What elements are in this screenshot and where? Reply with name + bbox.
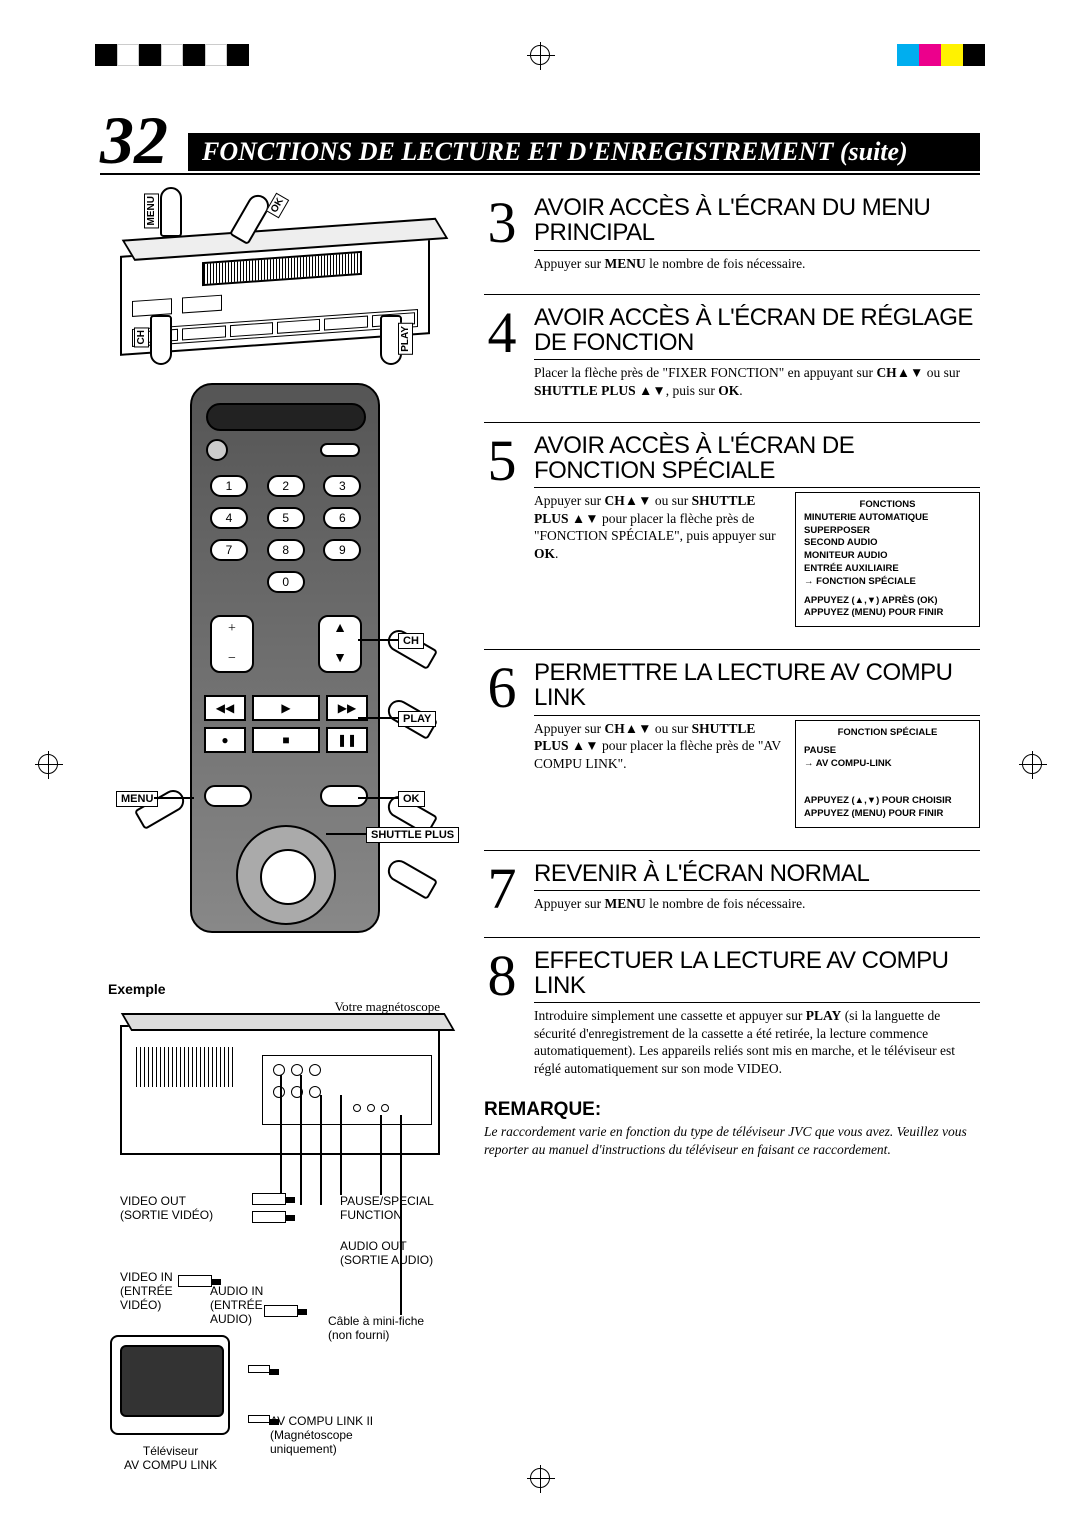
rear-connections-diagram: VIDEO OUT (SORTIE VIDÉO) PAUSE/SPECIAL F… xyxy=(100,1015,460,1495)
step-title: AVOIR ACCÈS À L'ÉCRAN DE FONCTION SPÉCIA… xyxy=(534,433,980,488)
remote-diagram: 1 2 3 4 5 6 7 8 9 0 + − ▲ ▼ xyxy=(100,383,460,963)
remote-label-menu: MENU xyxy=(116,791,158,807)
remote-key-8: 8 xyxy=(267,539,305,561)
label-menu: MENU xyxy=(144,193,159,228)
label-video-in: VIDEO IN (ENTRÉE VIDÉO) xyxy=(120,1271,173,1312)
remarque-title: REMARQUE: xyxy=(484,1099,980,1121)
remote-key-6: 6 xyxy=(323,507,361,529)
step-number: 3 xyxy=(484,195,520,272)
step-text: Placer la flèche près de "FIXER FONCTION… xyxy=(534,364,980,399)
osd-footer: APPUYEZ (▲,▼) POUR CHOISIR xyxy=(804,795,971,808)
label-play: PLAY xyxy=(398,323,413,355)
step-title: PERMETTRE LA LECTURE AV COMPU LINK xyxy=(534,660,980,715)
remote-key-2: 2 xyxy=(267,475,305,497)
page-content: 32 FONCTIONS DE LECTURE ET D'ENREGISTREM… xyxy=(100,110,980,1495)
divider xyxy=(484,850,980,851)
remote-key-5: 5 xyxy=(267,507,305,529)
step-5: 5 AVOIR ACCÈS À L'ÉCRAN DE FONCTION SPÉC… xyxy=(484,433,980,628)
example-label: Exemple xyxy=(108,981,460,997)
color-bars-left xyxy=(95,44,249,66)
label-av-compu-link: AV COMPU LINK II (Magnétoscope uniquemen… xyxy=(270,1415,373,1456)
registration-marks-top xyxy=(0,40,1080,70)
step-text: Appuyer sur CH▲▼ ou sur SHUTTLE PLUS ▲▼ … xyxy=(534,492,781,562)
label-audio-in: AUDIO IN (ENTRÉE AUDIO) xyxy=(210,1285,263,1326)
label-ok: OK xyxy=(266,193,289,219)
label-video-out: VIDEO OUT (SORTIE VIDÉO) xyxy=(120,1195,213,1223)
registration-target-right-icon xyxy=(1014,754,1050,774)
remote-key-7: 7 xyxy=(210,539,248,561)
label-pause-special: PAUSE/SPECIAL FUNCTION xyxy=(340,1195,434,1223)
page-number: 32 xyxy=(100,110,168,171)
remote-label-play: PLAY xyxy=(398,711,436,727)
osd-footer: APPUYEZ (MENU) POUR FINIR xyxy=(804,808,971,821)
section-title: FONCTIONS DE LECTURE ET D'ENREGISTREMENT… xyxy=(188,133,980,171)
color-bars-right xyxy=(897,44,985,66)
osd-selected-item: AV COMPU-LINK xyxy=(804,758,971,771)
osd-selected-item: FONCTION SPÉCIALE xyxy=(804,576,971,589)
label-ch: CH xyxy=(134,327,149,347)
osd-fonction-speciale: FONCTION SPÉCIALE PAUSE AV COMPU-LINK AP… xyxy=(795,720,980,828)
osd-item: MONITEUR AUDIO xyxy=(804,550,971,563)
osd-item: SECOND AUDIO xyxy=(804,537,971,550)
step-4: 4 AVOIR ACCÈS À L'ÉCRAN DE RÉGLAGE DE FO… xyxy=(484,305,980,399)
osd-footer: APPUYEZ (▲,▼) APRÈS (OK) xyxy=(804,595,971,608)
page-header: 32 FONCTIONS DE LECTURE ET D'ENREGISTREM… xyxy=(100,110,980,175)
step-title: AVOIR ACCÈS À L'ÉCRAN DU MENU PRINCIPAL xyxy=(534,195,980,250)
remote-label-shuttle: SHUTTLE PLUS xyxy=(366,827,459,843)
osd-title: FONCTION SPÉCIALE xyxy=(804,727,971,740)
step-8: 8 EFFECTUER LA LECTURE AV COMPU LINK Int… xyxy=(484,948,980,1078)
registration-target-icon xyxy=(530,45,550,65)
step-text: Appuyer sur CH▲▼ ou sur SHUTTLE PLUS ▲▼ … xyxy=(534,720,781,773)
remarque-text: Le raccordement varie en fonction du typ… xyxy=(484,1123,980,1158)
remote-label-ok: OK xyxy=(398,791,425,807)
osd-item: ENTRÉE AUXILIAIRE xyxy=(804,563,971,576)
step-7: 7 REVENIR À L'ÉCRAN NORMAL Appuyer sur M… xyxy=(484,861,980,915)
step-number: 6 xyxy=(484,660,520,827)
divider xyxy=(484,649,980,650)
step-6: 6 PERMETTRE LA LECTURE AV COMPU LINK App… xyxy=(484,660,980,827)
step-number: 7 xyxy=(484,861,520,915)
divider xyxy=(484,422,980,423)
label-mini-cable: Câble à mini-fiche (non fourni) xyxy=(328,1315,424,1343)
step-text: Introduire simplement une cassette et ap… xyxy=(534,1007,980,1077)
step-number: 4 xyxy=(484,305,520,399)
step-text: Appuyer sur MENU le nombre de fois néces… xyxy=(534,255,980,273)
remote-key-0: 0 xyxy=(267,571,305,593)
step-title: EFFECTUER LA LECTURE AV COMPU LINK xyxy=(534,948,980,1003)
divider xyxy=(484,294,980,295)
step-title: REVENIR À L'ÉCRAN NORMAL xyxy=(534,861,980,891)
vol-up: + xyxy=(228,621,236,637)
step-number: 8 xyxy=(484,948,520,1078)
label-tv: Téléviseur AV COMPU LINK xyxy=(124,1445,217,1473)
osd-item: PAUSE xyxy=(804,745,971,758)
remote-key-9: 9 xyxy=(323,539,361,561)
osd-fonctions: FONCTIONS MINUTERIE AUTOMATIQUE SUPERPOS… xyxy=(795,492,980,627)
osd-item: SUPERPOSER xyxy=(804,525,971,538)
step-3: 3 AVOIR ACCÈS À L'ÉCRAN DU MENU PRINCIPA… xyxy=(484,195,980,272)
step-title: AVOIR ACCÈS À L'ÉCRAN DE RÉGLAGE DE FONC… xyxy=(534,305,980,360)
remote-key-4: 4 xyxy=(210,507,248,529)
vol-down: − xyxy=(228,651,236,667)
osd-footer: APPUYEZ (MENU) POUR FINIR xyxy=(804,607,971,620)
ch-down: ▼ xyxy=(333,651,347,667)
tv-icon xyxy=(110,1335,230,1435)
divider xyxy=(484,937,980,938)
osd-item: MINUTERIE AUTOMATIQUE xyxy=(804,512,971,525)
remote-label-ch: CH xyxy=(398,633,424,649)
remote-key-3: 3 xyxy=(323,475,361,497)
vcr-front-diagram: MENU OK CH PLAY xyxy=(100,195,460,375)
ch-up: ▲ xyxy=(333,621,347,637)
osd-title: FONCTIONS xyxy=(804,499,971,512)
remote-key-1: 1 xyxy=(210,475,248,497)
steps-column: 3 AVOIR ACCÈS À L'ÉCRAN DU MENU PRINCIPA… xyxy=(484,195,980,1495)
label-audio-out: AUDIO OUT (SORTIE AUDIO) xyxy=(340,1240,433,1268)
registration-target-left-icon xyxy=(30,754,66,774)
step-text: Appuyer sur MENU le nombre de fois néces… xyxy=(534,895,980,913)
diagrams-column: MENU OK CH PLAY 1 2 3 4 5 6 xyxy=(100,195,460,1495)
step-number: 5 xyxy=(484,433,520,628)
